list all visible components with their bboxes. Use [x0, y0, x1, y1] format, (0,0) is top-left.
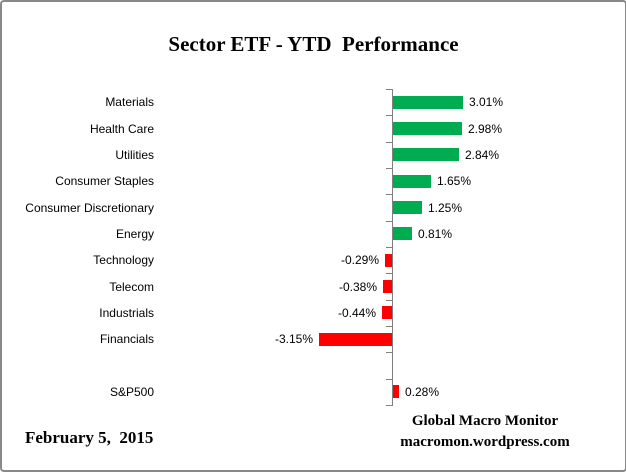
bar-value-label: 1.25% — [428, 201, 463, 215]
axis-tick — [386, 221, 393, 222]
attribution-source: Global Macro Monitor — [411, 413, 559, 429]
bar — [393, 385, 399, 398]
axis-tick — [386, 247, 393, 248]
axis-tick — [386, 352, 393, 353]
chart-title: Sector ETF - YTD Performance — [168, 32, 459, 56]
category-label: Energy — [115, 227, 154, 241]
bar — [393, 122, 462, 135]
bar — [382, 306, 392, 319]
bar-value-label: 1.65% — [437, 174, 472, 188]
bar — [393, 96, 463, 109]
bar — [393, 201, 422, 214]
attribution: Global Macro Monitor macromon.wordpress.… — [400, 411, 569, 453]
axis-tick — [386, 326, 393, 327]
bar — [393, 175, 431, 188]
bar — [393, 227, 412, 240]
category-label: Utilities — [115, 148, 154, 162]
category-label: Health Care — [89, 122, 154, 136]
bar — [385, 254, 392, 267]
bar-value-label: 2.98% — [468, 122, 503, 136]
axis-tick — [386, 142, 393, 143]
bar-value-label: -0.44% — [337, 306, 376, 320]
axis-tick — [386, 89, 393, 90]
category-label: Technology — [93, 253, 154, 267]
bar-value-label: 3.01% — [469, 95, 504, 109]
bar — [383, 280, 392, 293]
category-label: Telecom — [109, 280, 154, 294]
category-label: Financials — [99, 332, 154, 346]
axis-tick — [386, 300, 393, 301]
axis-tick — [386, 273, 393, 274]
axis-tick — [386, 168, 393, 169]
bar-value-label: -3.15% — [274, 332, 313, 346]
axis-tick — [386, 194, 393, 195]
bar-value-label: 0.81% — [418, 227, 453, 241]
category-label: Materials — [105, 95, 154, 109]
category-label: Consumer Discretionary — [25, 201, 154, 215]
bar-value-label: 0.28% — [405, 385, 440, 399]
attribution-url: macromon.wordpress.com — [400, 434, 570, 450]
axis-tick — [386, 115, 393, 116]
bar-value-label: -0.29% — [340, 253, 379, 267]
bar — [393, 148, 459, 161]
chart-area: Materials 3.01% Health Care 2.98% Utilities 2… — [2, 89, 625, 406]
category-label: Consumer Staples — [55, 174, 154, 188]
bar — [319, 333, 392, 346]
bar-value-label: -0.38% — [338, 280, 377, 294]
category-label: Industrials — [99, 306, 154, 320]
axis-tick — [386, 379, 393, 380]
category-label: S&P500 — [109, 385, 154, 399]
footer-date: February 5, 2015 — [25, 428, 154, 447]
axis-tick — [386, 405, 393, 406]
bar-value-label: 2.84% — [465, 148, 500, 162]
